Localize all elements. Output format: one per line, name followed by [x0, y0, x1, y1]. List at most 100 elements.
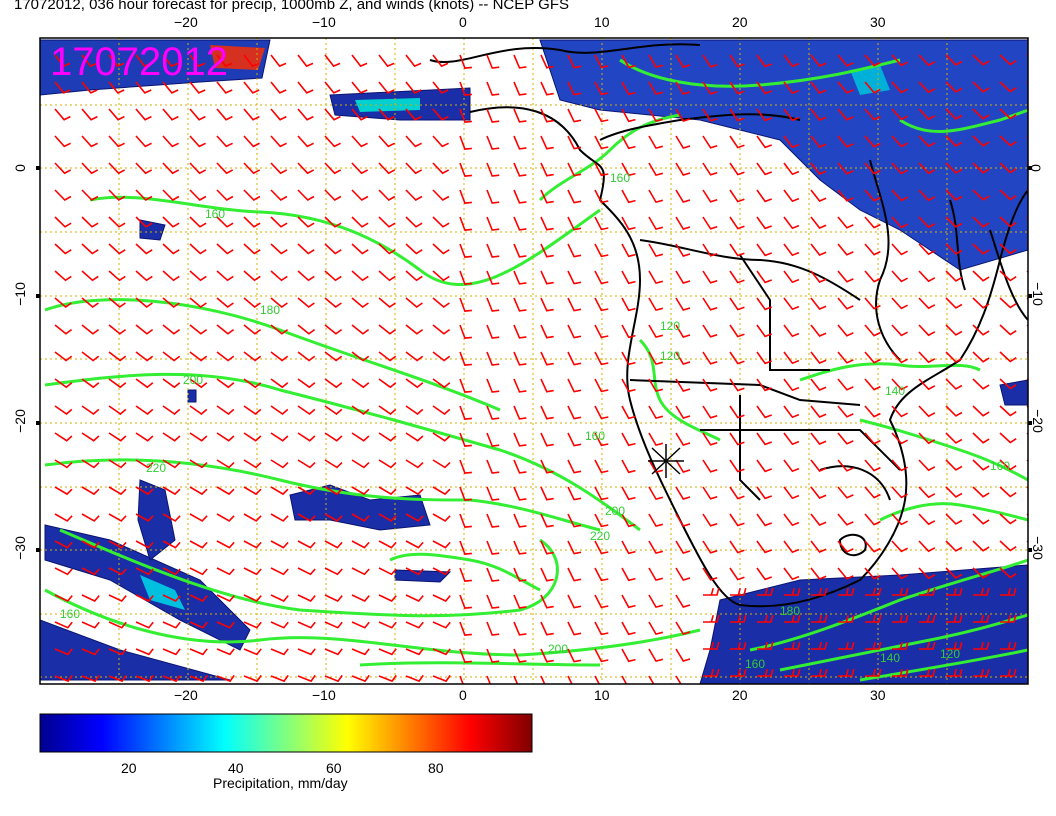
wind-barb — [243, 351, 262, 362]
wind-barb — [1026, 378, 1028, 381]
wind-barb — [810, 162, 827, 175]
wind-barb — [783, 270, 800, 284]
wind-barb — [810, 378, 827, 391]
wind-barb — [324, 54, 341, 68]
wind-barb — [648, 594, 664, 609]
wind-barb — [594, 486, 609, 501]
wind-barb — [459, 351, 472, 366]
wind-barb — [513, 432, 527, 447]
contour-label: 160 — [205, 207, 225, 221]
wind-barb — [703, 668, 720, 677]
wind-barb — [378, 108, 395, 121]
wind-barb — [594, 513, 609, 528]
wind-barb — [351, 674, 370, 683]
wind-barb — [243, 270, 261, 282]
wind-barb — [784, 614, 801, 623]
wind-barb — [702, 54, 718, 68]
wind-barb — [972, 270, 990, 282]
wind-barb — [432, 54, 449, 68]
wind-barb — [243, 594, 262, 602]
wind-barb — [162, 270, 180, 282]
wind-barb — [783, 81, 800, 95]
wind-barb — [648, 243, 664, 258]
wind-barb — [540, 108, 554, 123]
wind-barb — [729, 324, 745, 338]
lat-tick-left: −20 — [11, 409, 28, 433]
wind-barb — [459, 621, 472, 636]
wind-barb — [729, 270, 745, 284]
wind-barb — [81, 621, 100, 629]
wind-barb — [189, 594, 208, 602]
wind-barb — [648, 567, 664, 582]
wind-barb — [729, 216, 745, 230]
wind-barb — [972, 513, 990, 525]
wind-barb — [810, 432, 827, 445]
wind-barb — [972, 459, 990, 471]
wind-barb — [999, 324, 1017, 336]
wind-barb — [351, 189, 369, 202]
wind-barb — [54, 621, 73, 629]
wind-barb — [1026, 243, 1028, 246]
wind-barb — [621, 432, 636, 447]
wind-barb — [351, 54, 368, 68]
wind-barb — [297, 540, 316, 549]
wind-barb — [351, 81, 368, 94]
wind-barb — [567, 648, 582, 663]
wind-barb — [513, 351, 527, 366]
wind-barb — [648, 648, 664, 663]
wind-barb — [459, 594, 472, 609]
wind-barb — [757, 641, 774, 650]
wind-barb — [864, 432, 881, 445]
wind-barb — [946, 668, 963, 677]
wind-barb — [216, 405, 235, 416]
wind-barb — [648, 432, 664, 447]
wind-barb — [459, 54, 472, 69]
wind-barb — [999, 297, 1017, 309]
wind-barb — [567, 567, 582, 582]
wind-barb — [919, 587, 936, 596]
wind-barb — [459, 216, 472, 231]
wind-barb — [243, 648, 262, 656]
wind-barb — [729, 486, 745, 500]
wind-barb — [108, 243, 126, 255]
wind-barb — [594, 243, 609, 258]
wind-barb — [189, 378, 208, 389]
wind-barb — [297, 81, 314, 94]
wind-barb — [837, 216, 854, 229]
wind-barb — [837, 162, 854, 175]
wind-barb — [297, 135, 314, 148]
wind-barb — [513, 405, 527, 420]
wind-barb — [864, 540, 881, 553]
frame-ticks — [36, 166, 1032, 552]
wind-barb — [675, 108, 691, 122]
contour-labels: 160 180 200 220 160 120 160 200 220 120 140 160 180 2… — [60, 171, 1010, 671]
wind-barb — [459, 378, 472, 393]
wind-barb — [810, 297, 827, 310]
wind-barb — [162, 189, 180, 202]
wind-barb — [945, 243, 963, 255]
wind-barb — [838, 614, 855, 623]
wind-barb — [837, 351, 854, 364]
wind-barb — [594, 270, 609, 285]
wind-barb — [189, 621, 208, 629]
wind-barb — [702, 81, 718, 95]
wind-barb — [864, 162, 881, 175]
wind-barb — [189, 216, 207, 228]
wind-barb — [675, 351, 691, 365]
wind-barb — [162, 216, 180, 228]
contour-label: 120 — [660, 349, 680, 363]
wind-barb — [945, 567, 963, 579]
wind-barb — [864, 297, 881, 310]
wind-barb — [108, 54, 125, 68]
wind-barb — [297, 405, 316, 416]
wind-barb — [54, 648, 73, 656]
wind-barb — [459, 297, 472, 312]
wind-barb — [513, 189, 527, 204]
wind-barb — [1026, 567, 1028, 570]
wind-barb — [621, 270, 636, 285]
wind-barb — [972, 324, 990, 336]
wind-barb — [378, 378, 397, 389]
wind-barb — [432, 189, 450, 202]
wind-barb — [459, 675, 464, 684]
